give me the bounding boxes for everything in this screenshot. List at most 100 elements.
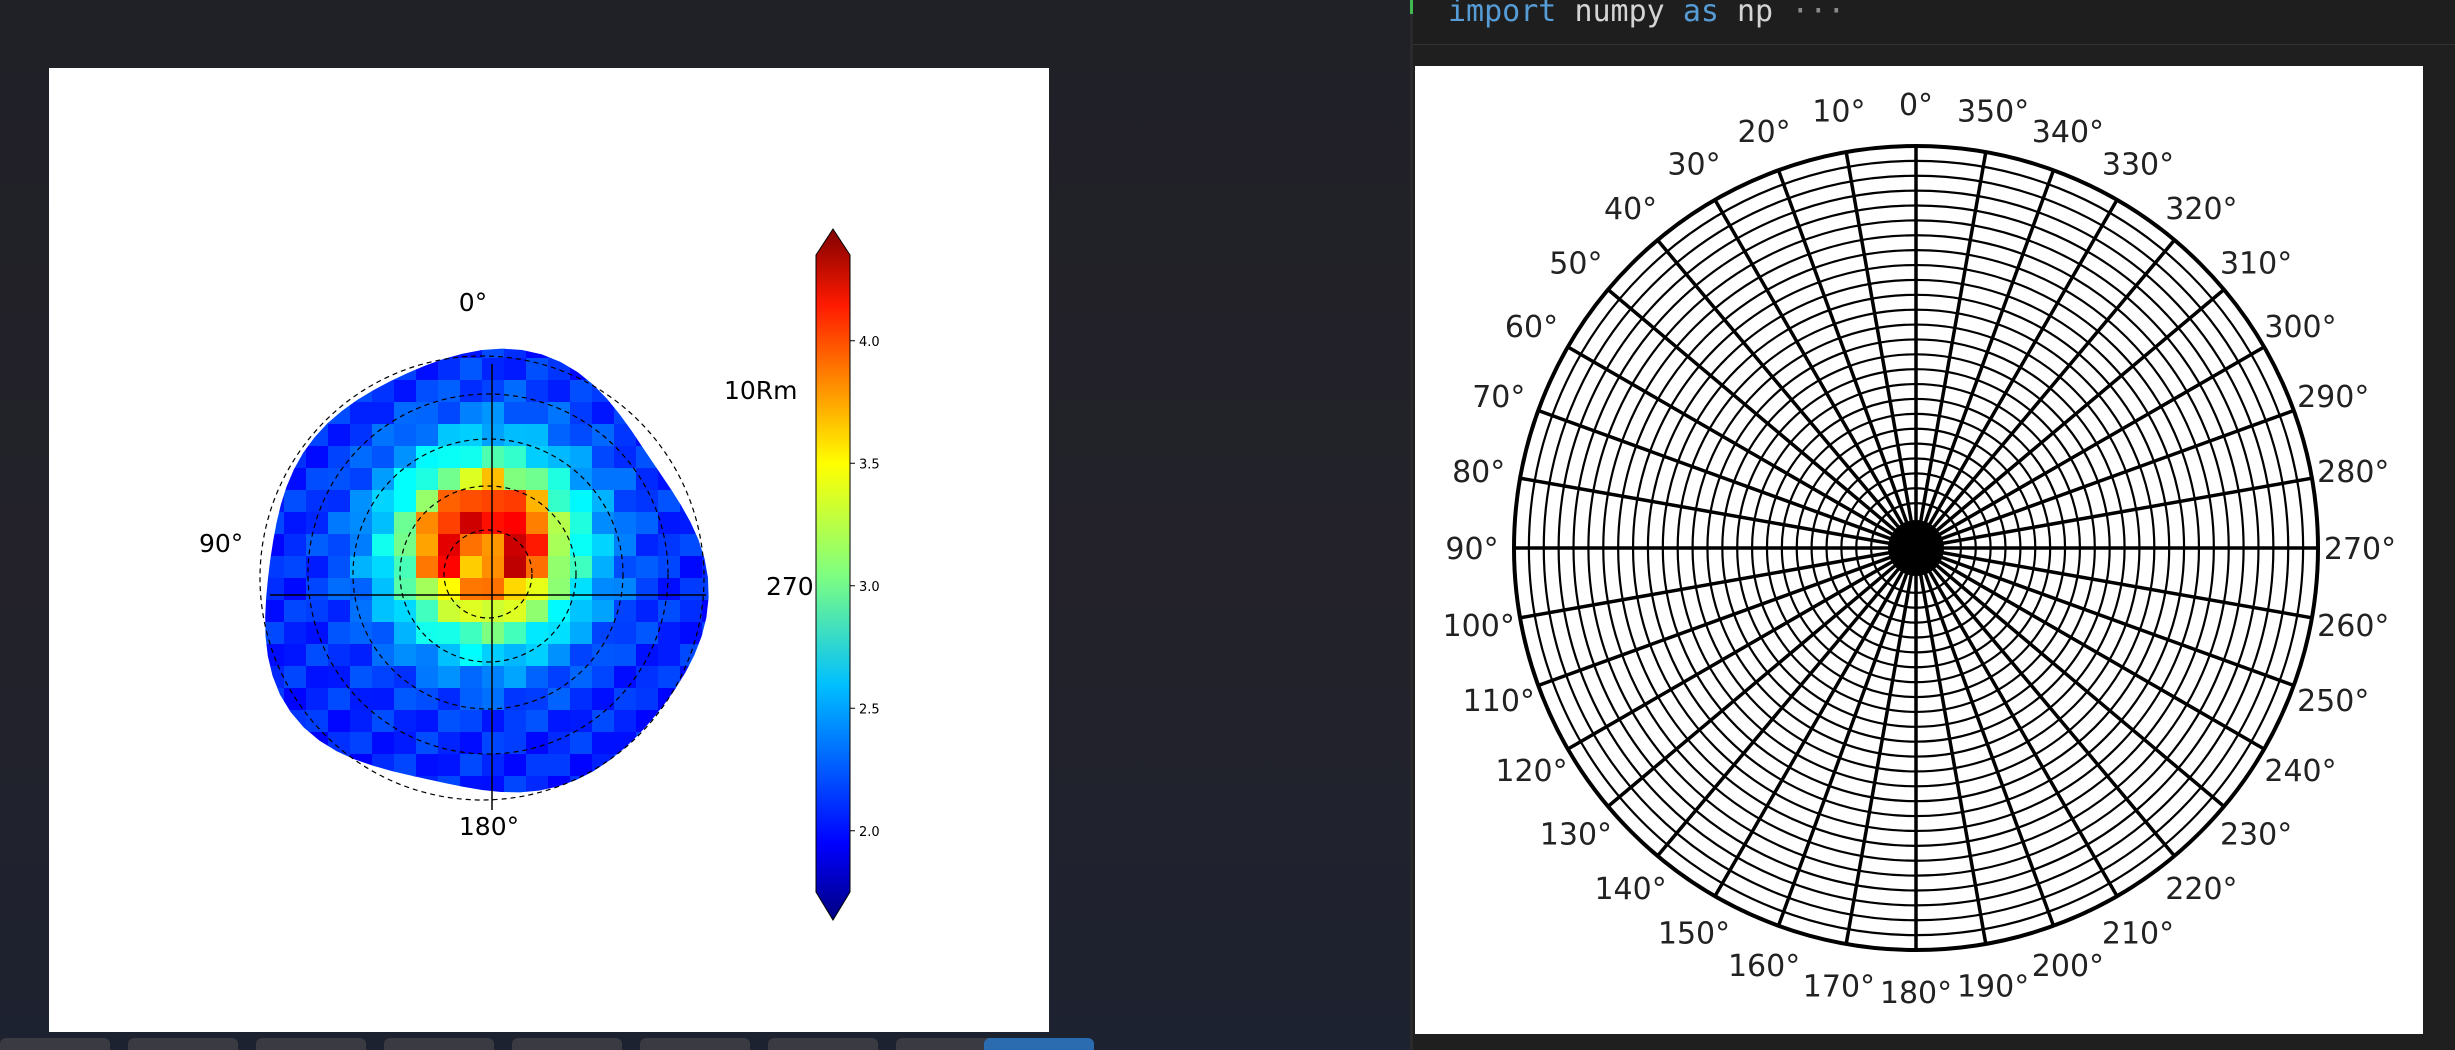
heatmap-cell bbox=[460, 710, 483, 733]
heatmap-cell bbox=[592, 358, 615, 381]
pane-divider[interactable] bbox=[1410, 0, 1413, 1050]
heatmap-cell bbox=[658, 424, 681, 447]
heatmap-cell bbox=[284, 446, 307, 469]
heatmap-cell bbox=[372, 688, 395, 711]
heatmap-cell bbox=[526, 402, 549, 425]
heatmap-cell bbox=[438, 424, 461, 447]
tab-active[interactable] bbox=[984, 1038, 1094, 1050]
tab-8[interactable] bbox=[896, 1038, 1006, 1050]
heatmap-cell bbox=[328, 512, 351, 535]
heatmap-cell bbox=[394, 348, 417, 359]
polar-spoke bbox=[1915, 408, 2295, 550]
heatmap-cell bbox=[548, 732, 571, 755]
heatmap-cell bbox=[438, 622, 461, 645]
heatmap-cell bbox=[438, 754, 461, 777]
heatmap-cell bbox=[240, 688, 263, 711]
heatmap-cell bbox=[284, 644, 307, 667]
heatmap-cell bbox=[482, 600, 505, 623]
tab-2[interactable] bbox=[128, 1038, 238, 1050]
tab-1[interactable] bbox=[0, 1038, 110, 1050]
heatmap-cell bbox=[284, 424, 307, 447]
heatmap-cell bbox=[265, 600, 285, 623]
heatmap-cell bbox=[636, 776, 659, 793]
heatmap-cell bbox=[240, 710, 263, 733]
heatmap-cell bbox=[416, 402, 439, 425]
heatmap-cell bbox=[265, 578, 285, 601]
heatmap-cell bbox=[636, 688, 659, 711]
heatmap-cell bbox=[680, 512, 703, 535]
heatmap-cell bbox=[350, 534, 373, 557]
heatmap-cell bbox=[548, 468, 571, 491]
heatmap-cell bbox=[438, 644, 461, 667]
heatmap-cell bbox=[265, 732, 285, 755]
heatmap-cell bbox=[570, 402, 593, 425]
heatmap-cell bbox=[658, 348, 681, 359]
heatmap-cell bbox=[265, 754, 285, 777]
heatmap-cell bbox=[614, 380, 637, 403]
heatmap-cell bbox=[504, 446, 527, 469]
heatmap-cell bbox=[570, 798, 593, 821]
heatmap-cell bbox=[702, 348, 709, 359]
tab-5[interactable] bbox=[512, 1038, 622, 1050]
heatmap-cell bbox=[658, 666, 681, 689]
heatmap-cell bbox=[614, 688, 637, 711]
heatmap-cell bbox=[482, 446, 505, 469]
heatmap-cell bbox=[372, 798, 395, 821]
heatmap-cell bbox=[306, 424, 329, 447]
tab-3[interactable] bbox=[256, 1038, 366, 1050]
heatmap-cell bbox=[350, 512, 373, 535]
polar-spoke bbox=[1537, 546, 1917, 688]
heatmap-cell bbox=[482, 754, 505, 777]
heatmap-cell bbox=[548, 358, 571, 381]
polar-spoke bbox=[1915, 546, 2295, 688]
heatmap-cell bbox=[636, 798, 659, 821]
heatmap-cell bbox=[350, 468, 373, 491]
heatmap-cell bbox=[284, 622, 307, 645]
heatmap-cell bbox=[526, 380, 549, 403]
heatmap-cell bbox=[265, 666, 285, 689]
heatmap-cell bbox=[265, 402, 285, 425]
heatmap-cell bbox=[702, 666, 709, 689]
heatmap-cell bbox=[438, 688, 461, 711]
tab-6[interactable] bbox=[640, 1038, 750, 1050]
heatmap-cell bbox=[636, 358, 659, 381]
heatmap-cell bbox=[416, 666, 439, 689]
heatmap-cell bbox=[372, 600, 395, 623]
heatmap-cell bbox=[680, 380, 703, 403]
heatmap-cell bbox=[570, 468, 593, 491]
code-line-1[interactable]: import numpy as np ··· bbox=[1448, 0, 1845, 29]
heatmap-cell bbox=[504, 732, 527, 755]
heatmap-cell bbox=[350, 600, 373, 623]
polar-spoke bbox=[1537, 408, 1917, 550]
tab-7[interactable] bbox=[768, 1038, 878, 1050]
heatmap-cell bbox=[328, 446, 351, 469]
radius-label: 10Rm bbox=[724, 376, 798, 405]
heatmap-cell bbox=[636, 380, 659, 403]
heatmap-cell bbox=[372, 666, 395, 689]
polar-angle-label: 10° bbox=[1812, 95, 1865, 130]
heatmap-cell bbox=[548, 578, 571, 601]
heatmap-cell bbox=[702, 578, 709, 601]
heatmap-cell bbox=[548, 424, 571, 447]
distance-ring bbox=[352, 438, 624, 710]
fold-ellipsis[interactable]: ··· bbox=[1791, 0, 1846, 29]
heatmap-cell bbox=[372, 468, 395, 491]
heatmap-cell bbox=[614, 424, 637, 447]
polar-spoke bbox=[1915, 546, 2313, 620]
heatmap-cell bbox=[592, 688, 615, 711]
heatmap-cell bbox=[482, 512, 505, 535]
polar-angle-label: 80° bbox=[1452, 455, 1505, 490]
heatmap-cell bbox=[240, 534, 263, 557]
heatmap-cell bbox=[526, 578, 549, 601]
heatmap-cell bbox=[438, 776, 461, 793]
angle-label-left: 90° bbox=[199, 529, 243, 558]
heatmap-cell bbox=[658, 512, 681, 535]
code-cell[interactable]: import numpy as np ··· bbox=[1413, 0, 2455, 45]
heatmap-cell bbox=[328, 600, 351, 623]
heatmap-cell bbox=[438, 402, 461, 425]
heatmap-cell bbox=[328, 490, 351, 513]
heatmap-cell bbox=[394, 402, 417, 425]
tab-4[interactable] bbox=[384, 1038, 494, 1050]
heatmap-cell bbox=[328, 732, 351, 755]
heatmap-cell bbox=[460, 556, 483, 579]
